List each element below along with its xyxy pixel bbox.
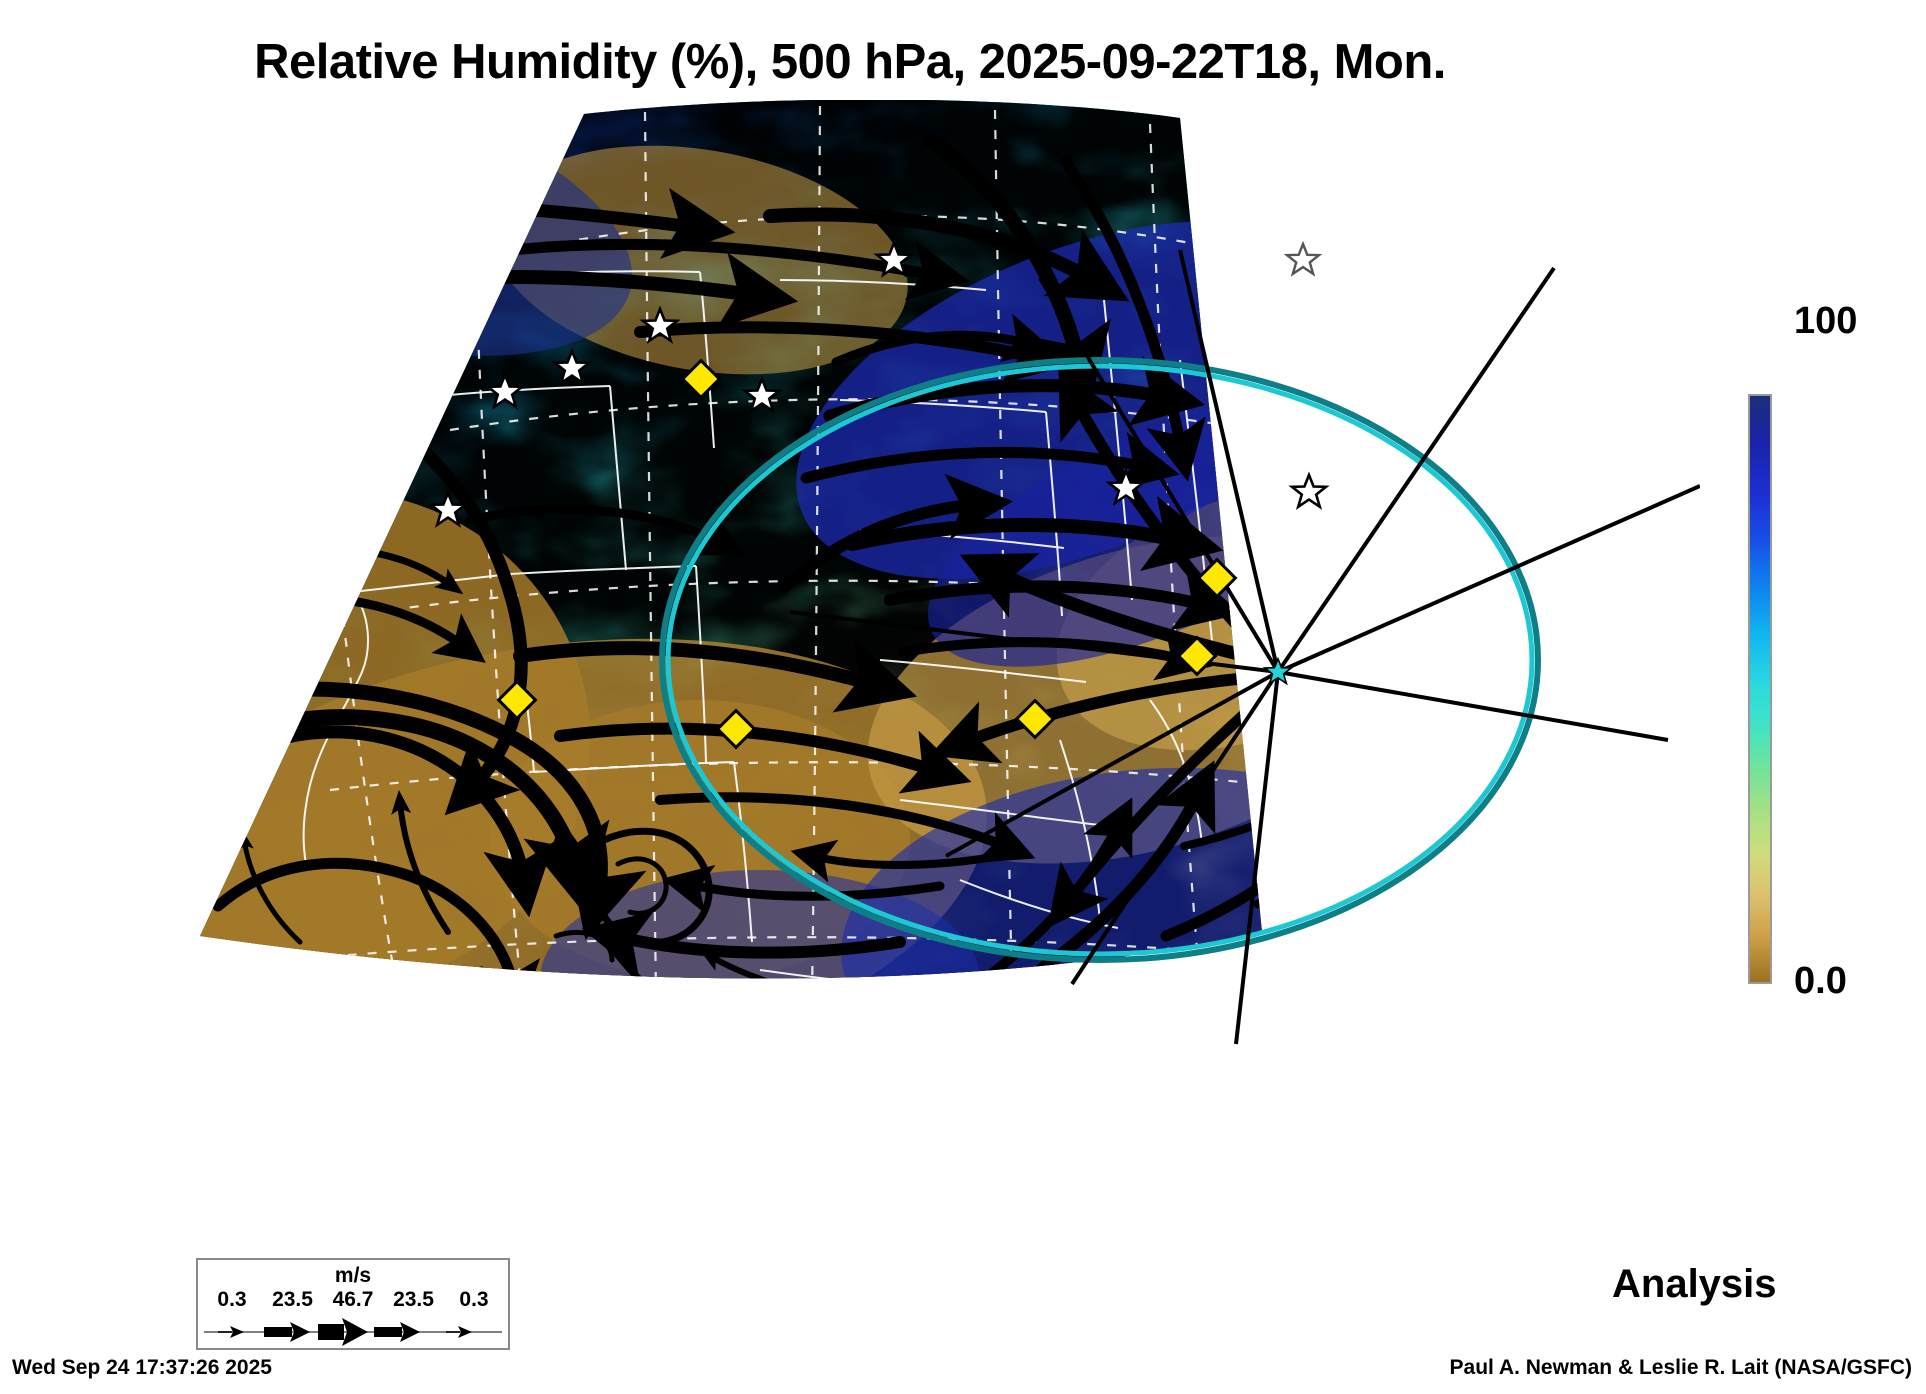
diamond-marker[interactable] (1176, 635, 1218, 677)
colorbar-min-label: 0.0 (1794, 960, 1847, 1002)
star-marker[interactable] (1283, 240, 1323, 277)
star-marker[interactable] (639, 305, 681, 344)
diamond-marker[interactable] (1196, 557, 1238, 599)
star-marker[interactable] (873, 239, 915, 278)
range-ring (665, 363, 1535, 957)
star-marker[interactable] (484, 371, 526, 410)
diamond-marker[interactable] (680, 358, 722, 400)
wind-tick-2: 46.7 (332, 1288, 374, 1311)
colorbar[interactable] (1748, 394, 1772, 984)
map-raster-layer (200, 100, 1262, 979)
wind-legend-ticks: 0.3 23.5 46.7 23.5 0.3 (204, 1288, 502, 1312)
generation-timestamp: Wed Sep 24 17:37:26 2025 (12, 1356, 272, 1379)
map-panel[interactable] (0, 100, 1700, 1080)
wind-tick-1: 23.5 (272, 1288, 313, 1311)
author-credit: Paul A. Newman & Leslie R. Lait (NASA/GS… (1449, 1356, 1912, 1379)
station-markers[interactable] (427, 239, 1330, 750)
analysis-label: Analysis (1612, 1262, 1777, 1306)
wind-tick-3: 23.5 (393, 1288, 434, 1311)
diamond-marker[interactable] (715, 708, 757, 750)
star-marker[interactable] (551, 347, 593, 386)
colorbar-max-label: 100 (1794, 300, 1858, 342)
hub-star-marker[interactable] (1262, 656, 1294, 686)
star-marker[interactable] (1105, 467, 1147, 506)
wind-speed-legend: m/s 0.3 23.5 46.7 23.5 0.3 (196, 1258, 510, 1350)
star-marker[interactable] (741, 375, 783, 414)
colorbar-gradient (1750, 396, 1770, 982)
diamond-marker[interactable] (1014, 698, 1056, 740)
diamond-marker[interactable] (496, 679, 538, 721)
wind-tick-4: 0.3 (459, 1288, 489, 1311)
wind-streamlines (200, 132, 1262, 979)
range-ring-overlay (659, 357, 1541, 963)
wind-legend-units: m/s (334, 1264, 372, 1287)
range-ring-outer (659, 357, 1541, 963)
radial-azimuth-lines (789, 249, 1700, 1045)
page-title: Relative Humidity (%), 500 hPa, 2025-09-… (254, 35, 1446, 89)
relative-humidity-map[interactable] (0, 100, 1700, 1080)
star-marker[interactable] (427, 489, 469, 528)
star-marker[interactable] (1288, 471, 1330, 510)
wind-tick-0: 0.3 (217, 1288, 247, 1311)
wind-legend-arrows (204, 1318, 502, 1346)
